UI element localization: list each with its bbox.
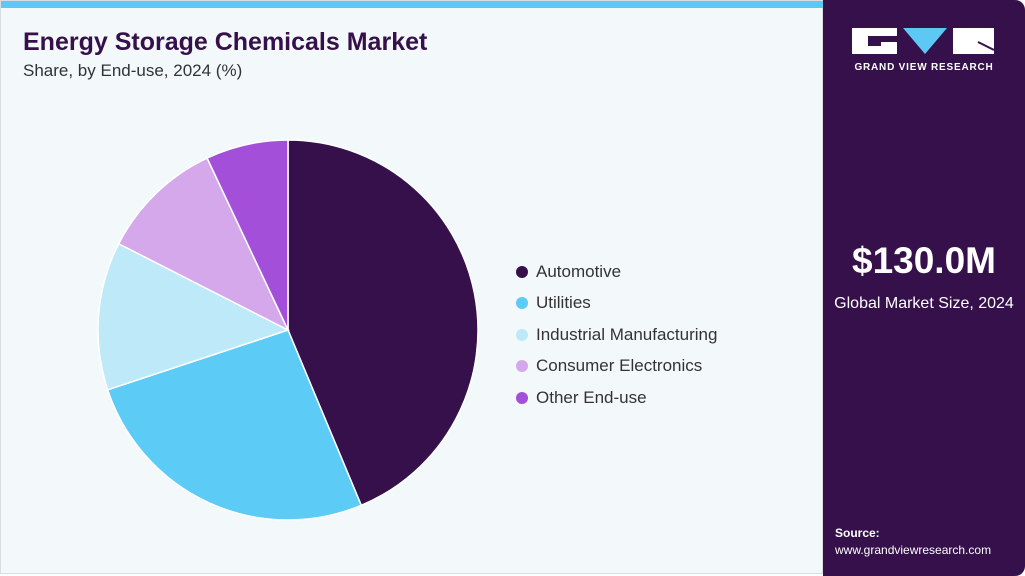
pie-slice-utilities <box>106 329 363 521</box>
legend-label: Utilities <box>536 293 591 313</box>
legend-marker <box>516 391 528 404</box>
market-size-label: Global Market Size, 2024 <box>834 295 1014 312</box>
chart-title: Energy Storage Chemicals Market <box>23 28 428 56</box>
legend-item: Utilities <box>516 288 717 320</box>
chart-area: Energy Storage Chemicals Market Share, b… <box>0 0 824 574</box>
market-size-value: $130.0M <box>852 240 996 281</box>
legend-label: Industrial Manufacturing <box>536 324 718 344</box>
legend-item: Automotive <box>516 256 717 288</box>
chart-subtitle: Share, by End-use, 2024 (%) <box>23 61 243 80</box>
brand-name: GRAND VIEW RESEARCH <box>854 62 994 73</box>
legend: Automotive Utilities Industrial Manufactur… <box>516 256 717 414</box>
legend-marker <box>516 328 528 341</box>
source-link[interactable]: www.grandviewresearch.com <box>835 543 992 557</box>
legend-item: Other End-use <box>516 382 717 414</box>
pie-slice-industrial-manufacturing <box>97 242 290 391</box>
legend-marker <box>516 297 528 310</box>
legend-marker <box>516 265 528 278</box>
info-sidebar: GRAND VIEW RESEARCH $130.0M Global Marke… <box>823 0 1025 576</box>
legend-marker <box>516 360 528 373</box>
accent-bar <box>1 1 824 8</box>
legend-item: Industrial Manufacturing <box>516 319 717 351</box>
pie-chart <box>97 139 479 521</box>
legend-label: Other End-use <box>536 387 647 407</box>
legend-label: Automotive <box>536 261 622 281</box>
legend-label: Consumer Electronics <box>536 356 703 376</box>
pie-slice-consumer-electronics <box>117 157 290 332</box>
pie-slice-other-end-use <box>206 139 289 331</box>
source-label: Source: <box>835 526 880 540</box>
grand-view-research-logo <box>852 28 994 54</box>
legend-item: Consumer Electronics <box>516 351 717 383</box>
pie-slice-automotive <box>287 139 479 507</box>
